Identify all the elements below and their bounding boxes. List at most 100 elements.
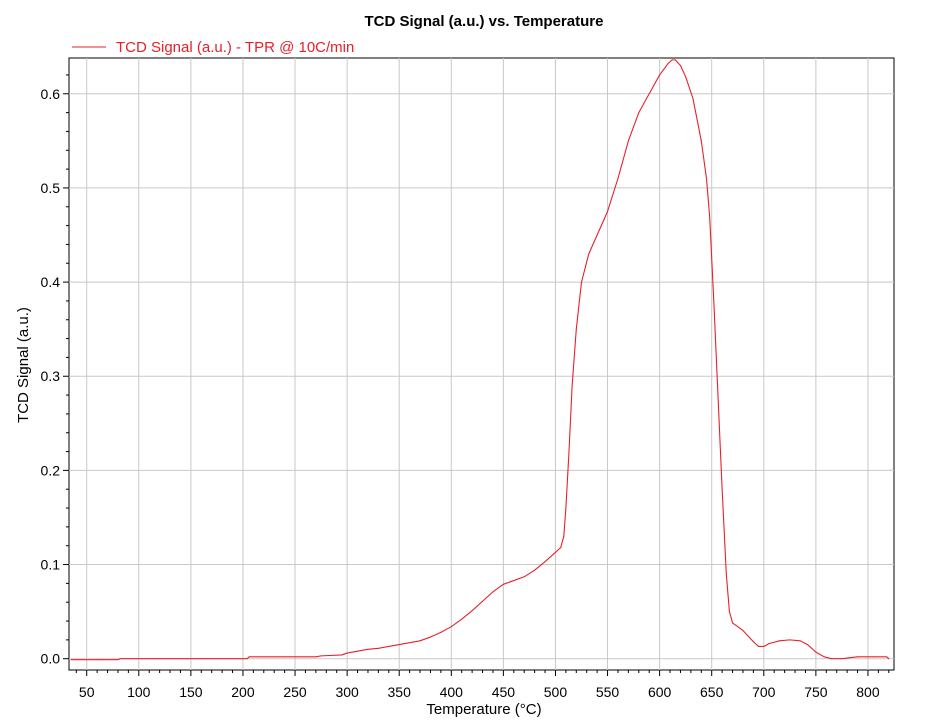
grid: [69, 58, 894, 670]
x-tick-label: 750: [804, 684, 828, 700]
x-tick-label: 400: [440, 684, 464, 700]
data-point: [692, 97, 694, 99]
data-point: [807, 644, 809, 646]
x-tick-label: 650: [700, 684, 724, 700]
data-point: [492, 591, 494, 593]
data-point: [346, 652, 348, 654]
y-tick-label: 0.2: [41, 462, 61, 478]
data-point: [717, 394, 719, 396]
data-point: [617, 178, 619, 180]
data-point: [159, 658, 161, 660]
data-point: [709, 215, 711, 217]
data-point: [831, 658, 832, 660]
data-point: [565, 507, 567, 509]
data-point: [471, 610, 473, 612]
data-point: [398, 644, 400, 646]
data-point: [778, 640, 780, 642]
data-point: [581, 281, 582, 283]
data-point: [248, 656, 250, 658]
x-tick-label: 200: [231, 684, 255, 700]
data-point: [799, 640, 801, 642]
legend: TCD Signal (a.u.) - TPR @ 10C/min: [72, 39, 354, 56]
data-point: [752, 641, 754, 643]
data-point: [367, 648, 369, 650]
data-point: [450, 626, 452, 628]
data-point: [815, 651, 817, 653]
data-point: [571, 385, 573, 387]
data-point: [119, 658, 121, 660]
data-point: [768, 643, 770, 645]
data-point: [674, 59, 676, 61]
data-point: [419, 640, 421, 642]
data-point: [872, 656, 874, 658]
x-tick-label: 700: [752, 684, 776, 700]
data-point: [679, 65, 681, 67]
data-point: [440, 631, 442, 633]
data-point: [523, 576, 525, 578]
data-point: [721, 488, 723, 490]
y-tick-label: 0.0: [41, 651, 61, 667]
data-point: [563, 535, 565, 537]
data-point: [482, 600, 484, 602]
data-point: [429, 636, 431, 638]
data-point: [534, 569, 536, 571]
data-point: [246, 658, 248, 660]
data-point: [200, 658, 202, 660]
x-tick-label: 350: [388, 684, 412, 700]
series-layer: [70, 59, 890, 661]
data-point: [638, 112, 640, 114]
x-axis-label: Temperature (°C): [426, 701, 541, 718]
data-point: [588, 253, 590, 255]
data-point: [117, 659, 119, 661]
data-point: [742, 629, 744, 631]
data-point: [575, 328, 577, 330]
data-point: [554, 551, 556, 553]
data-point: [284, 656, 286, 658]
y-tick-label: 0.1: [41, 557, 61, 573]
data-point: [544, 561, 546, 563]
data-point: [888, 658, 890, 660]
data-point: [659, 74, 661, 76]
chart-title: TCD Signal (a.u.) vs. Temperature: [365, 13, 604, 30]
data-point: [70, 659, 72, 661]
data-point: [341, 654, 343, 656]
data-point: [713, 300, 715, 302]
data-point: [823, 656, 825, 658]
data-point: [732, 622, 734, 624]
data-point: [320, 655, 322, 657]
data-point: [315, 656, 317, 658]
data-point: [728, 611, 730, 613]
data-point: [706, 178, 707, 180]
x-tick-label: 50: [79, 684, 95, 700]
data-point: [627, 140, 629, 142]
series-line: [71, 59, 890, 661]
data-point: [841, 658, 843, 660]
x-tick-label: 300: [335, 684, 359, 700]
data-point: [886, 656, 888, 658]
data-point: [667, 63, 669, 65]
data-point: [685, 76, 687, 78]
data-point: [758, 645, 760, 647]
data-point: [409, 642, 411, 644]
x-tick-label: 500: [544, 684, 568, 700]
data-point: [461, 618, 463, 620]
data-point: [502, 583, 504, 585]
data-point: [377, 647, 379, 649]
y-tick-label: 0.6: [41, 86, 61, 102]
data-point: [763, 645, 765, 647]
y-tick-label: 0.4: [41, 274, 61, 290]
data-point: [513, 580, 515, 582]
data-point: [857, 656, 859, 658]
plot-area: [68, 57, 895, 671]
x-tick-label: 100: [127, 684, 151, 700]
x-tick-label: 550: [596, 684, 620, 700]
y-tick-label: 0.3: [41, 368, 61, 384]
x-tick-label: 150: [179, 684, 203, 700]
x-tick-label: 250: [283, 684, 307, 700]
x-tick-label: 600: [648, 684, 672, 700]
data-point: [671, 59, 673, 61]
data-point: [607, 210, 609, 212]
y-axis-label: TCD Signal (a.u.): [15, 307, 32, 423]
x-axis: 50 100 150 200 250 300 350 400 450 500 550 600 650 70…: [75, 670, 890, 700]
